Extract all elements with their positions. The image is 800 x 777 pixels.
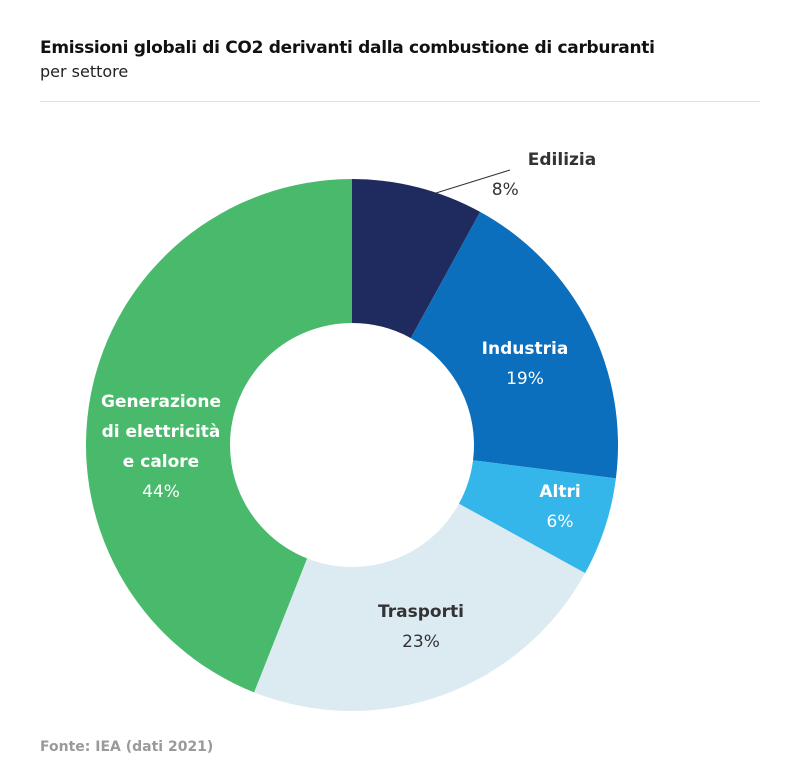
- slice-value: 6%: [546, 512, 574, 532]
- chart-subtitle: per settore: [40, 62, 129, 81]
- divider: [40, 101, 760, 102]
- slice-value: 19%: [506, 369, 544, 389]
- slice-value: 8%: [491, 180, 519, 200]
- slice-label-line: di elettricità: [101, 422, 221, 442]
- label-altri: Altri 6%: [539, 477, 580, 537]
- label-industria: Industria 19%: [482, 334, 569, 394]
- donut-slice-edilizia: [352, 179, 481, 339]
- leader-line-edilizia: [435, 169, 511, 194]
- slice-label: Edilizia: [527, 150, 597, 170]
- donut-slice-generazione: [85, 179, 353, 693]
- donut-slice-trasporti: [254, 503, 586, 711]
- slice-label: Trasporti: [378, 602, 464, 622]
- slice-label: Industria: [481, 339, 569, 359]
- slice-value: 23%: [402, 632, 440, 652]
- label-generazione: Generazione di elettricità e calore 44%: [101, 387, 221, 507]
- slice-label: Altri: [539, 482, 581, 502]
- slice-label-line: Generazione: [100, 392, 222, 412]
- donut-slice-altri: [458, 460, 616, 574]
- label-edilizia: Edilizia 8%: [492, 145, 597, 205]
- slice-label-line: e calore: [122, 452, 200, 472]
- donut-slice-industria: [410, 211, 618, 479]
- chart-title: Emissioni globali di CO2 derivanti dalla…: [40, 38, 655, 58]
- source-note: Fonte: IEA (dati 2021): [40, 739, 214, 755]
- label-trasporti: Trasporti 23%: [378, 597, 464, 657]
- slice-value: 44%: [142, 482, 180, 502]
